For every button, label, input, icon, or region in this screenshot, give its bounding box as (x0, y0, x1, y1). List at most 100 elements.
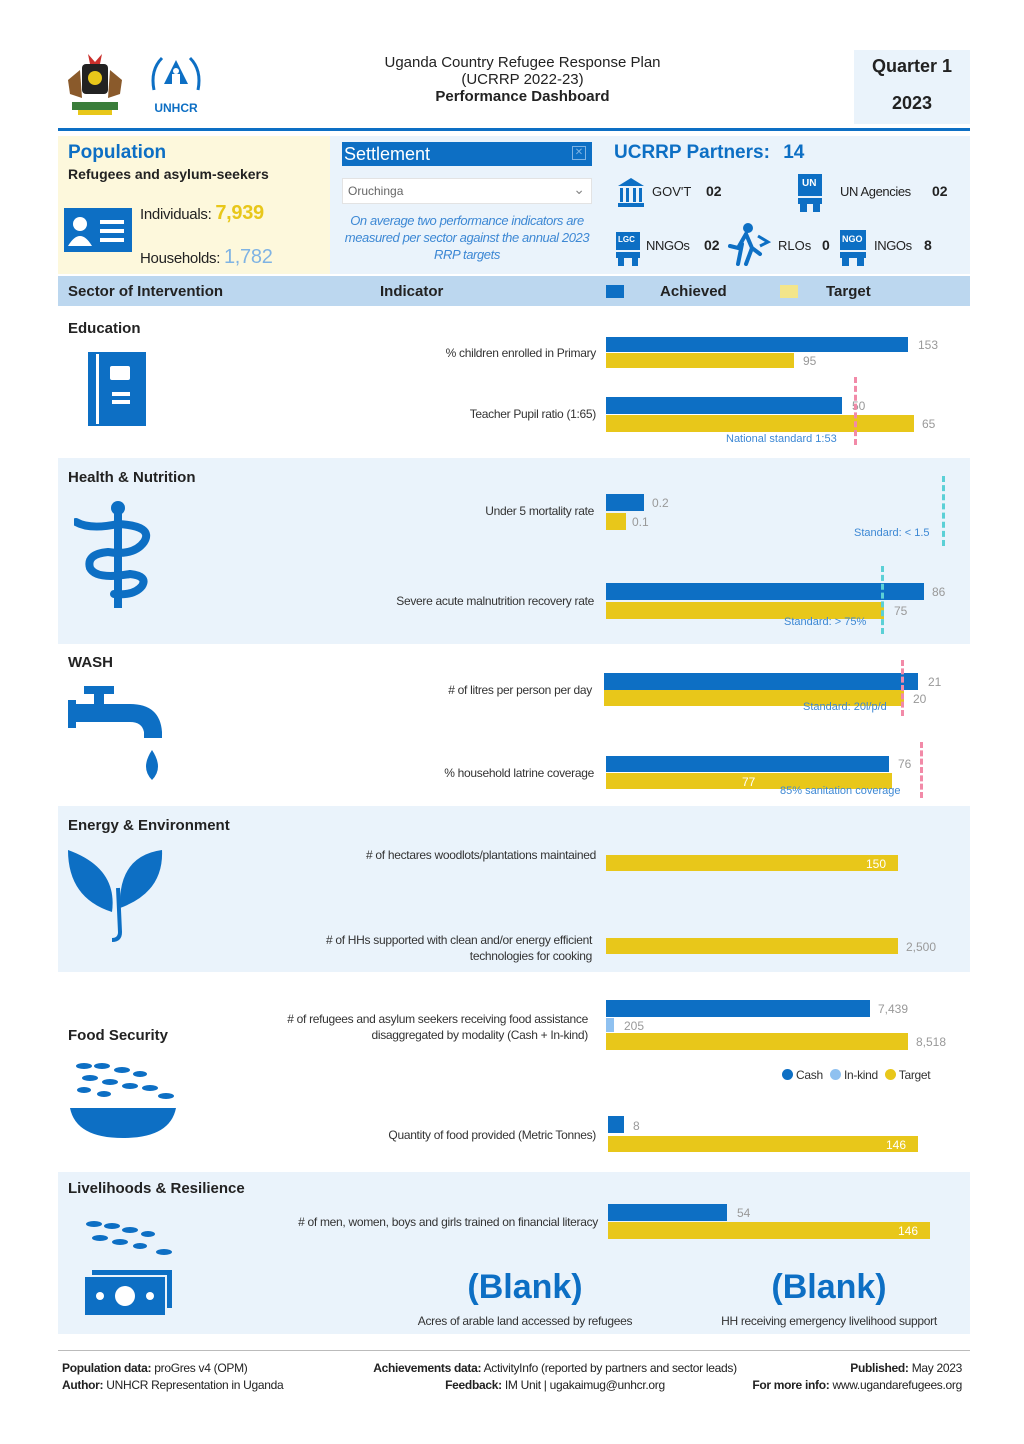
bar-achieved (606, 583, 924, 600)
bar-target (608, 1136, 918, 1152)
value-label: 0.2 (652, 496, 669, 510)
chevron-down-icon: ⌄ (573, 181, 585, 197)
published-label: Published: (850, 1361, 909, 1375)
ingos-label: INGOs (874, 238, 912, 253)
header-divider (58, 128, 970, 131)
households-label: Households: (140, 250, 221, 267)
local-government-icon: LGC (616, 232, 640, 266)
value-label: 8,518 (916, 1035, 947, 1049)
indicator-label: Severe acute malnutrition recovery rate (396, 594, 594, 608)
bar-target (606, 1033, 908, 1050)
standard-line (901, 660, 904, 716)
value-label: 146 (898, 1224, 919, 1238)
indicator-label: Under 5 mortality rate (485, 504, 594, 518)
indicator-label-line: disaggregated by modality (Cash + In-kin… (371, 1028, 588, 1042)
un-agency-icon: UN (796, 174, 824, 212)
standard-line (942, 476, 945, 546)
water-tap-icon (68, 686, 168, 791)
legend-inkind: In-kind (843, 1068, 878, 1082)
indicator-column-header: Indicator (380, 283, 444, 300)
standard-label: Standard: > 75% (784, 616, 867, 628)
value-label: 65 (922, 417, 936, 431)
un-icon-text: UN (802, 178, 817, 189)
food-title: Food Security (68, 1027, 169, 1044)
footer-divider (58, 1350, 970, 1351)
settlement-clear-icon[interactable]: ✕ (572, 146, 586, 160)
feedback-value[interactable]: IM Unit | ugakaimug@unhcr.org (504, 1378, 665, 1392)
bar-achieved (606, 756, 889, 772)
value-label: 77 (742, 775, 756, 789)
value-label: 153 (918, 338, 939, 352)
rlos-label: RLOs (778, 238, 812, 253)
footer-center: Achievements data: ActivityInfo (reporte… (340, 1360, 770, 1394)
unhcr-logo: UNHCR (146, 50, 206, 120)
indicator-label: % children enrolled in Primary (445, 346, 597, 360)
title-line-1: Uganda Country Refugee Response Plan (384, 54, 661, 71)
bar-target (606, 513, 626, 530)
settlement-label: Settlement (344, 144, 431, 164)
standard-line (920, 742, 923, 798)
achievements-source-label: Achievements data: (373, 1361, 482, 1375)
rlos-value: 0 (822, 237, 830, 253)
blank-label-hh: HH receiving emergency livelihood suppor… (721, 1314, 937, 1328)
bar-target (606, 938, 898, 954)
settlement-note: On average two performance indicators ar… (344, 213, 590, 262)
indicator-label: # of HHs supported with clean and/or ene… (230, 932, 592, 964)
bar-target (606, 353, 794, 368)
title-line-2: (UCRRP 2022-23) (461, 71, 584, 88)
value-label: 146 (886, 1138, 907, 1152)
wash-title: WASH (68, 654, 113, 671)
population-panel: Population Refugees and asylum-seekers I… (58, 136, 330, 274)
indicator-label: # of litres per person per day (448, 683, 592, 697)
bar-target (606, 415, 914, 432)
indicator-label: Teacher Pupil ratio (1:65) (469, 407, 597, 421)
standard-label: Standard: < 1.5 (854, 527, 930, 539)
value-label: 76 (898, 757, 912, 771)
legend-dot-target (884, 1069, 896, 1080)
book-icon (88, 352, 146, 431)
achievements-source-value: ActivityInfo (reported by partners and s… (483, 1361, 738, 1375)
blank-value-hh: (Blank) (771, 1268, 887, 1306)
settlement-select[interactable]: Oruchinga ⌄ (342, 178, 592, 204)
bar-target (608, 1222, 930, 1239)
quarter-label: Quarter 1 (871, 56, 953, 76)
bar-achieved (606, 494, 644, 511)
grain-icon (84, 1218, 174, 1263)
standard-label: 85% sanitation coverage (780, 785, 901, 797)
target-column-header: Target (826, 283, 871, 300)
population-source-value: proGres v4 (OPM) (154, 1361, 248, 1375)
running-person-icon (726, 222, 772, 266)
standard-line (854, 377, 857, 445)
bar-achieved (608, 1204, 727, 1221)
more-info-link[interactable]: www.ugandarefugees.org (832, 1378, 963, 1392)
achieved-column-header: Achieved (660, 283, 727, 300)
value-label: 54 (737, 1206, 751, 1220)
health-title: Health & Nutrition (68, 469, 196, 486)
livelihoods-title: Livelihoods & Resilience (68, 1180, 245, 1197)
bar-target (606, 773, 892, 789)
published-value: May 2023 (911, 1361, 963, 1375)
standard-line (881, 566, 884, 634)
indicator-label: # of hectares woodlots/plantations maint… (366, 848, 596, 862)
value-label: 8 (633, 1119, 640, 1133)
un-agencies-value: 02 (932, 183, 948, 199)
plant-leaves-icon (68, 848, 164, 949)
partners-title: UCRRP Partners: (614, 142, 770, 163)
individuals-label: Individuals: (140, 206, 212, 223)
feedback-label: Feedback: (445, 1378, 502, 1392)
caduceus-icon (72, 500, 158, 617)
id-card-icon (64, 208, 132, 252)
indicator-label: # of refugees and asylum seekers receivi… (190, 1011, 588, 1043)
value-label: 0.1 (632, 515, 649, 529)
ingos-value: 8 (924, 237, 932, 253)
title-line-3: Performance Dashboard (435, 88, 610, 105)
value-label: 20 (913, 692, 927, 706)
bar-achieved (606, 337, 908, 352)
indicator-label-line: # of refugees and asylum seekers receivi… (287, 1012, 588, 1026)
unhcr-logo-text: UNHCR (154, 101, 198, 115)
population-subtitle: Refugees and asylum-seekers (68, 166, 269, 182)
coat-of-arms-logo (62, 50, 128, 118)
value-label: 205 (624, 1019, 645, 1033)
bar-target (606, 855, 898, 871)
indicator-label: Quantity of food provided (Metric Tonnes… (388, 1128, 596, 1142)
